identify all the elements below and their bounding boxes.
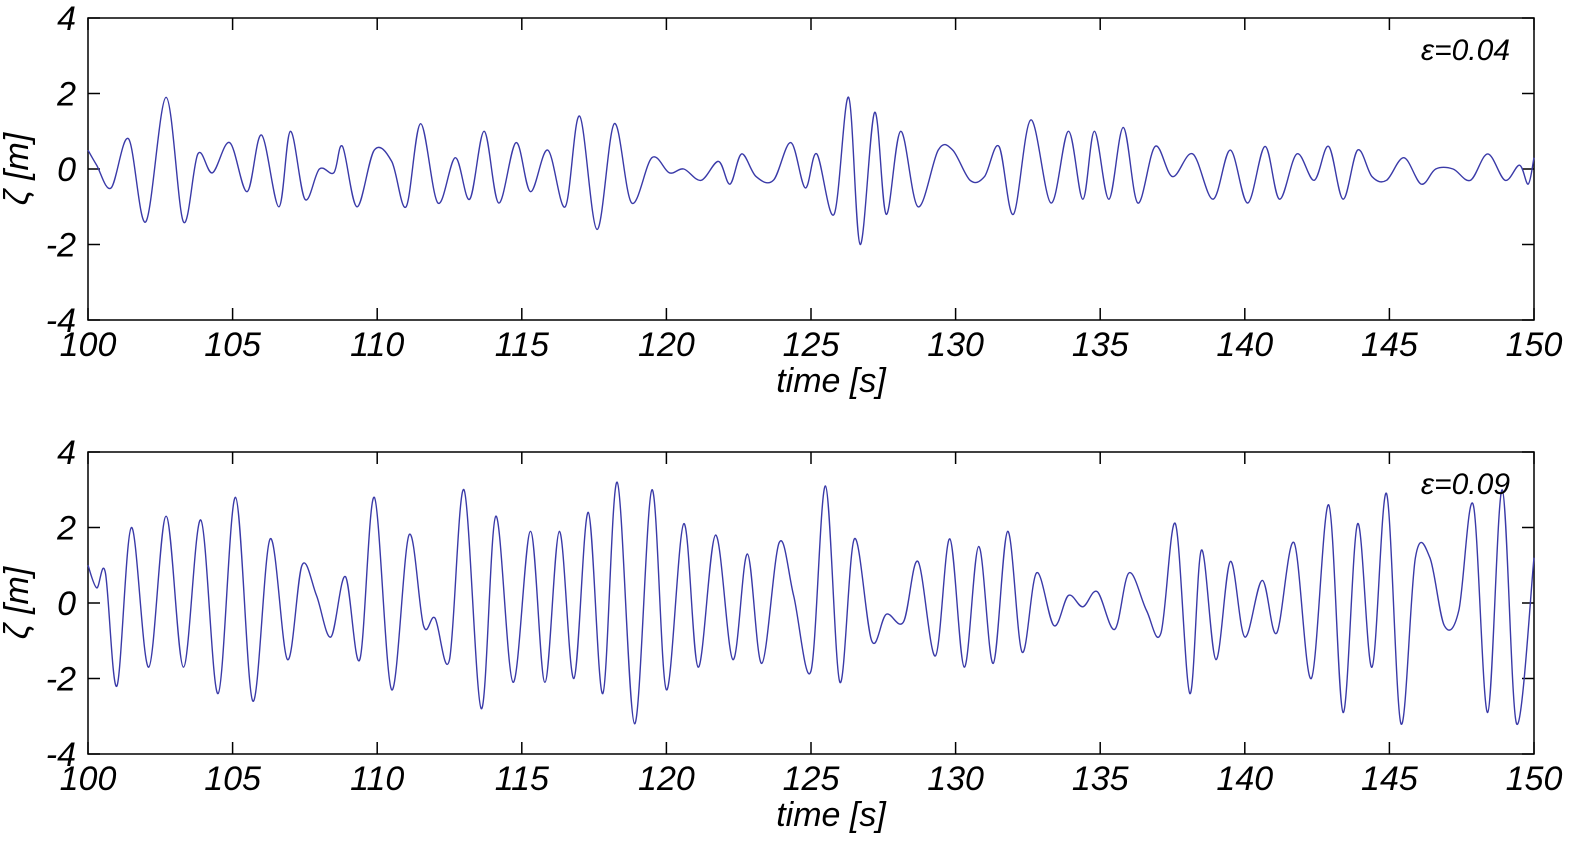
y-tick-label: 2 [56, 510, 76, 548]
y-tick-label: 4 [57, 0, 76, 38]
x-tick-label: 130 [927, 326, 984, 364]
y-tick-label: 0 [57, 151, 76, 189]
chart-panel-2: 100 105 110 115 120 125 130 135 140 145 150 -4 -2 0 2 4… [0, 434, 1562, 834]
x-tick-label: 120 [638, 760, 695, 798]
y-tick-label: 0 [57, 585, 76, 623]
plot-frame [87, 451, 1535, 755]
epsilon-annotation: ε=0.04 [1421, 34, 1510, 67]
x-tick-label: 140 [1216, 760, 1273, 798]
x-tick-label: 150 [1506, 760, 1563, 798]
y-tick-label: 2 [56, 76, 76, 114]
x-tick-label: 135 [1072, 760, 1129, 798]
x-tick-label: 110 [350, 326, 404, 364]
y-tick-label: -4 [46, 736, 76, 774]
x-tick-label: 135 [1072, 326, 1129, 364]
x-tick-label: 125 [783, 760, 840, 798]
x-tick-label: 150 [1506, 326, 1563, 364]
x-tick-label: 105 [204, 326, 261, 364]
y-tick-label: 4 [57, 434, 76, 472]
x-tick-label: 110 [350, 760, 404, 798]
chart-panel-1: 100 105 110 115 120 125 130 135 140 145 150 -4 -2 0 2 4… [0, 0, 1562, 400]
x-tick-label: 115 [495, 760, 549, 798]
x-tick-label: 105 [204, 760, 261, 798]
x-tick-label: 100 [60, 760, 117, 798]
series-line [87, 96, 1535, 246]
y-axis-label: ζ [m] [0, 131, 36, 205]
series-line [87, 481, 1535, 725]
x-tick-label: 140 [1216, 326, 1273, 364]
x-tick-label: 145 [1361, 760, 1418, 798]
x-tick-label: 115 [495, 326, 549, 364]
y-axis-label: ζ [m] [0, 565, 36, 639]
x-axis-label: time [s] [776, 362, 887, 400]
x-tick-label: 130 [927, 760, 984, 798]
y-tick-label: -2 [46, 661, 76, 699]
x-axis-label: time [s] [776, 796, 887, 834]
x-tick-label: 145 [1361, 326, 1418, 364]
y-tick-label: -4 [46, 302, 76, 340]
x-tick-label: 100 [60, 326, 117, 364]
x-tick-label: 125 [783, 326, 840, 364]
x-tick-label: 120 [638, 326, 695, 364]
y-tick-label: -2 [46, 227, 76, 265]
epsilon-annotation: ε=0.09 [1421, 468, 1510, 501]
